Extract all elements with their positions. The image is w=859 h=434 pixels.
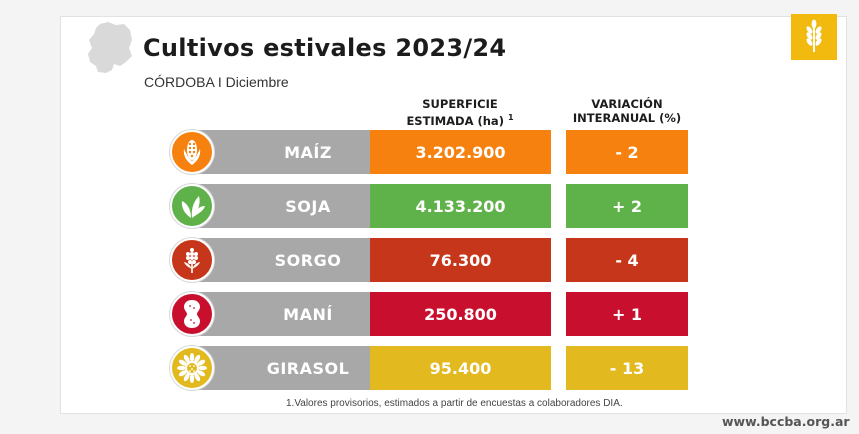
area-value: 95.400: [370, 346, 551, 390]
variation-value: - 13: [566, 346, 688, 390]
variation-value: - 4: [566, 238, 688, 282]
bccba-logo: [791, 14, 837, 60]
crop-name: GIRASOL: [196, 346, 382, 390]
crop-name: MANÍ: [196, 292, 382, 336]
area-value: 250.800: [370, 292, 551, 336]
footnote: 1.Valores provisorios, estimados a parti…: [286, 398, 623, 409]
area-value: 4.133.200: [370, 184, 551, 228]
page-subtitle: CÓRDOBA I Diciembre: [144, 74, 289, 90]
soy-leaf-icon: [170, 184, 214, 228]
sorghum-icon: [170, 238, 214, 282]
wheat-icon: [806, 19, 822, 52]
variation-value: + 1: [566, 292, 688, 336]
cordoba-map-icon: [88, 22, 132, 73]
variation-column-header: VARIACIÓN INTERANUAL (%): [572, 97, 682, 125]
variation-value: - 2: [566, 130, 688, 174]
sunflower-icon: [170, 346, 214, 390]
area-column-header: SUPERFICIE ESTIMADA (ha) 1: [406, 97, 514, 128]
area-value: 3.202.900: [370, 130, 551, 174]
page-title: Cultivos estivales 2023/24: [143, 34, 507, 62]
crop-name: SORGO: [196, 238, 382, 282]
crop-name: SOJA: [196, 184, 382, 228]
website-link[interactable]: www.bccba.org.ar: [722, 414, 850, 429]
crop-name: MAÍZ: [196, 130, 382, 174]
corn-icon: [170, 130, 214, 174]
area-value: 76.300: [370, 238, 551, 282]
peanut-icon: [170, 292, 214, 336]
variation-value: + 2: [566, 184, 688, 228]
